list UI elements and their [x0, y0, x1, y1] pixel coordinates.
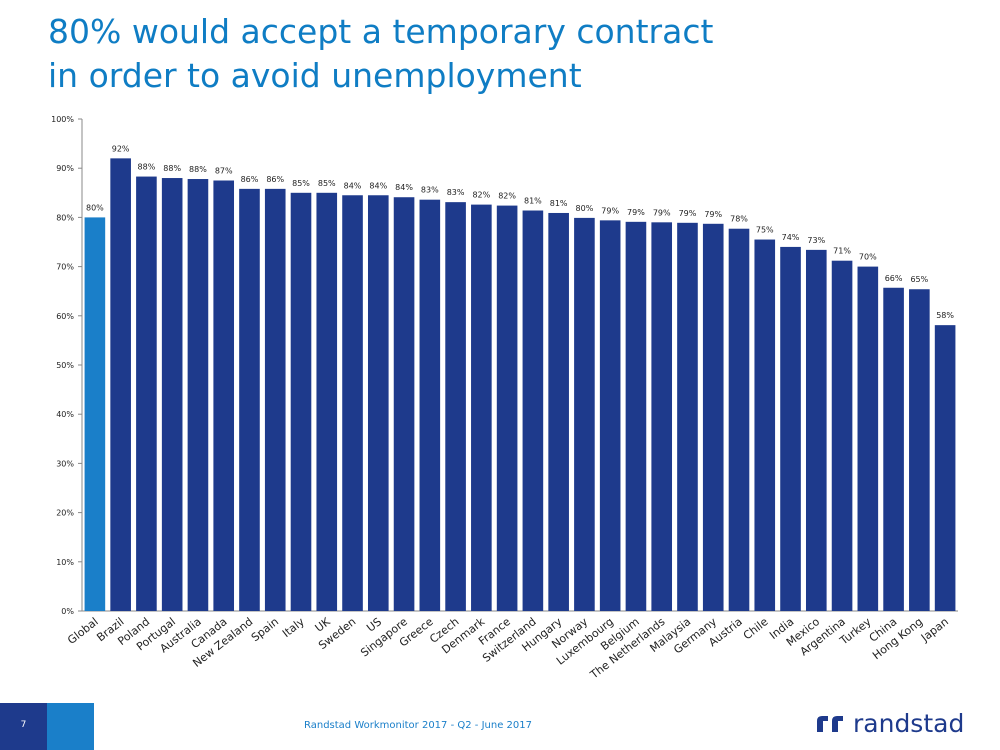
- data-label: 75%: [756, 226, 774, 235]
- data-label: 81%: [524, 197, 542, 206]
- footer-block-dark: [0, 703, 47, 750]
- bar: [754, 239, 776, 612]
- bar: [187, 179, 209, 612]
- category-label: Japan: [918, 615, 951, 645]
- title-line-2: in order to avoid unemployment: [48, 56, 582, 95]
- data-label: 85%: [318, 179, 336, 188]
- bar: [342, 195, 363, 611]
- data-label: 80%: [576, 204, 594, 213]
- data-label: 84%: [369, 181, 387, 190]
- data-label: 80%: [86, 203, 104, 212]
- data-label: 79%: [679, 209, 697, 218]
- bar: [419, 199, 441, 612]
- data-label: 71%: [833, 247, 851, 256]
- data-label: 83%: [421, 186, 439, 195]
- page-number: 7: [20, 720, 27, 730]
- bar-chart: 0% 10% 20% 30% 40% 50% 60% 70% 80% 90% 100% 80% Glob…: [51, 115, 958, 682]
- data-label: 65%: [910, 275, 928, 284]
- data-label: 81%: [550, 199, 568, 208]
- data-label: 79%: [627, 208, 645, 217]
- data-label: 66%: [885, 274, 903, 283]
- data-label: 84%: [395, 183, 413, 192]
- y-tick-label: 50%: [56, 361, 74, 370]
- bar: [213, 180, 235, 611]
- data-label: 58%: [936, 311, 954, 320]
- data-label: 87%: [215, 167, 233, 176]
- data-label: 79%: [601, 206, 619, 215]
- bar: [805, 249, 827, 611]
- bar: [136, 176, 157, 611]
- y-tick-label: 10%: [56, 558, 74, 567]
- data-label: 78%: [730, 215, 748, 224]
- bar: [780, 246, 801, 612]
- data-label: 82%: [498, 192, 516, 201]
- y-tick-label: 20%: [56, 509, 74, 518]
- bar: [290, 192, 312, 612]
- data-label: 82%: [472, 191, 490, 200]
- randstad-logo: randstad: [815, 706, 964, 740]
- category-label: Chile: [741, 615, 771, 642]
- y-tick-label: 70%: [56, 263, 74, 272]
- footer-block-light: [47, 703, 94, 750]
- data-label: 84%: [344, 181, 362, 190]
- data-label: 86%: [266, 175, 284, 184]
- bar: [599, 220, 621, 612]
- bar: [677, 222, 698, 611]
- bar: [625, 221, 647, 611]
- y-tick-label: 40%: [56, 410, 74, 419]
- data-label: 73%: [807, 236, 825, 245]
- y-tick-label: 30%: [56, 459, 74, 468]
- y-tick-label: 80%: [56, 213, 74, 222]
- bar: [471, 204, 492, 611]
- y-tick-label: 0%: [61, 607, 74, 616]
- bar: [110, 158, 131, 612]
- bar: [264, 188, 286, 611]
- bar: [831, 260, 853, 611]
- data-label: 79%: [653, 208, 671, 217]
- data-label: 85%: [292, 179, 310, 188]
- bar: [574, 217, 595, 611]
- data-label: 88%: [163, 164, 181, 173]
- data-label: 86%: [241, 175, 259, 184]
- bar: [84, 217, 106, 611]
- y-tick-label: 60%: [56, 312, 74, 321]
- data-label: 88%: [189, 165, 207, 174]
- category-label: Italy: [280, 615, 307, 640]
- data-label: 83%: [447, 188, 465, 197]
- title-line-1: 80% would accept a temporary contract: [48, 12, 714, 51]
- bar: [367, 195, 389, 611]
- bar: [316, 192, 338, 612]
- y-tick-label: 100%: [51, 115, 74, 124]
- randstad-mark-icon: [817, 716, 843, 732]
- bar: [702, 223, 724, 611]
- bar: [239, 188, 260, 611]
- data-label: 70%: [859, 253, 877, 262]
- data-label: 79%: [704, 210, 722, 219]
- bar: [393, 197, 415, 611]
- y-tick-label: 90%: [56, 164, 74, 173]
- logo-text: randstad: [853, 708, 965, 738]
- data-label: 88%: [138, 163, 156, 172]
- source-note: Randstad Workmonitor 2017 - Q2 - June 20…: [304, 720, 532, 731]
- bar: [161, 178, 183, 612]
- bar: [651, 222, 673, 611]
- bar: [883, 287, 904, 611]
- bar: [728, 228, 750, 611]
- bar: [445, 202, 466, 611]
- bar: [909, 289, 930, 611]
- data-label: 74%: [782, 233, 800, 242]
- bar: [934, 325, 956, 611]
- bar: [857, 266, 879, 611]
- data-label: 92%: [112, 144, 130, 153]
- bar: [548, 212, 569, 612]
- category-label: Spain: [249, 615, 281, 644]
- category-label: Global: [65, 615, 101, 647]
- page-title: 80% would accept a temporary contract in…: [48, 10, 948, 98]
- bar: [496, 205, 518, 612]
- bar: [522, 210, 544, 611]
